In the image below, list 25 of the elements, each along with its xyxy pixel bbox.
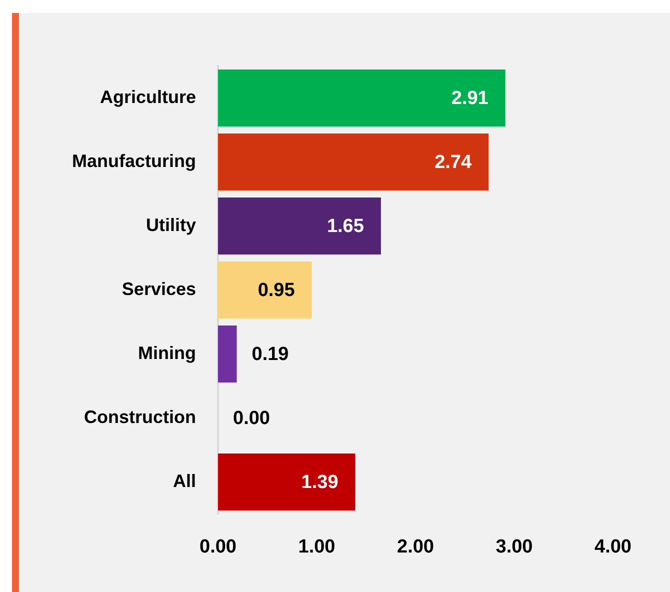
data-label: 0.00 [233,408,270,430]
x-tick-label: 0.00 [200,536,236,558]
y-tick-label: Manufacturing [72,150,196,171]
data-label: 2.91 [451,88,489,110]
y-tick-label: Services [122,278,196,299]
data-label: 0.95 [258,280,296,302]
data-label: 1.39 [301,472,338,494]
y-tick-label: Mining [138,342,196,363]
data-label: 2.74 [434,152,472,174]
bar [218,326,237,382]
y-tick-label: Agriculture [100,86,196,107]
bar [218,198,381,254]
bar [218,262,312,318]
y-tick-label: All [172,470,196,491]
x-tick-label: 2.00 [397,536,434,558]
y-tick-label: Utility [146,214,196,235]
bar [218,134,489,190]
x-tick-label: 4.00 [594,536,632,558]
data-label: 0.19 [252,344,289,366]
x-tick-label: 3.00 [496,536,533,558]
bar [218,454,356,510]
x-tick-label: 1.00 [298,536,336,558]
data-label: 1.65 [326,216,364,238]
y-tick-label: Construction [84,406,196,427]
bar [218,70,506,126]
